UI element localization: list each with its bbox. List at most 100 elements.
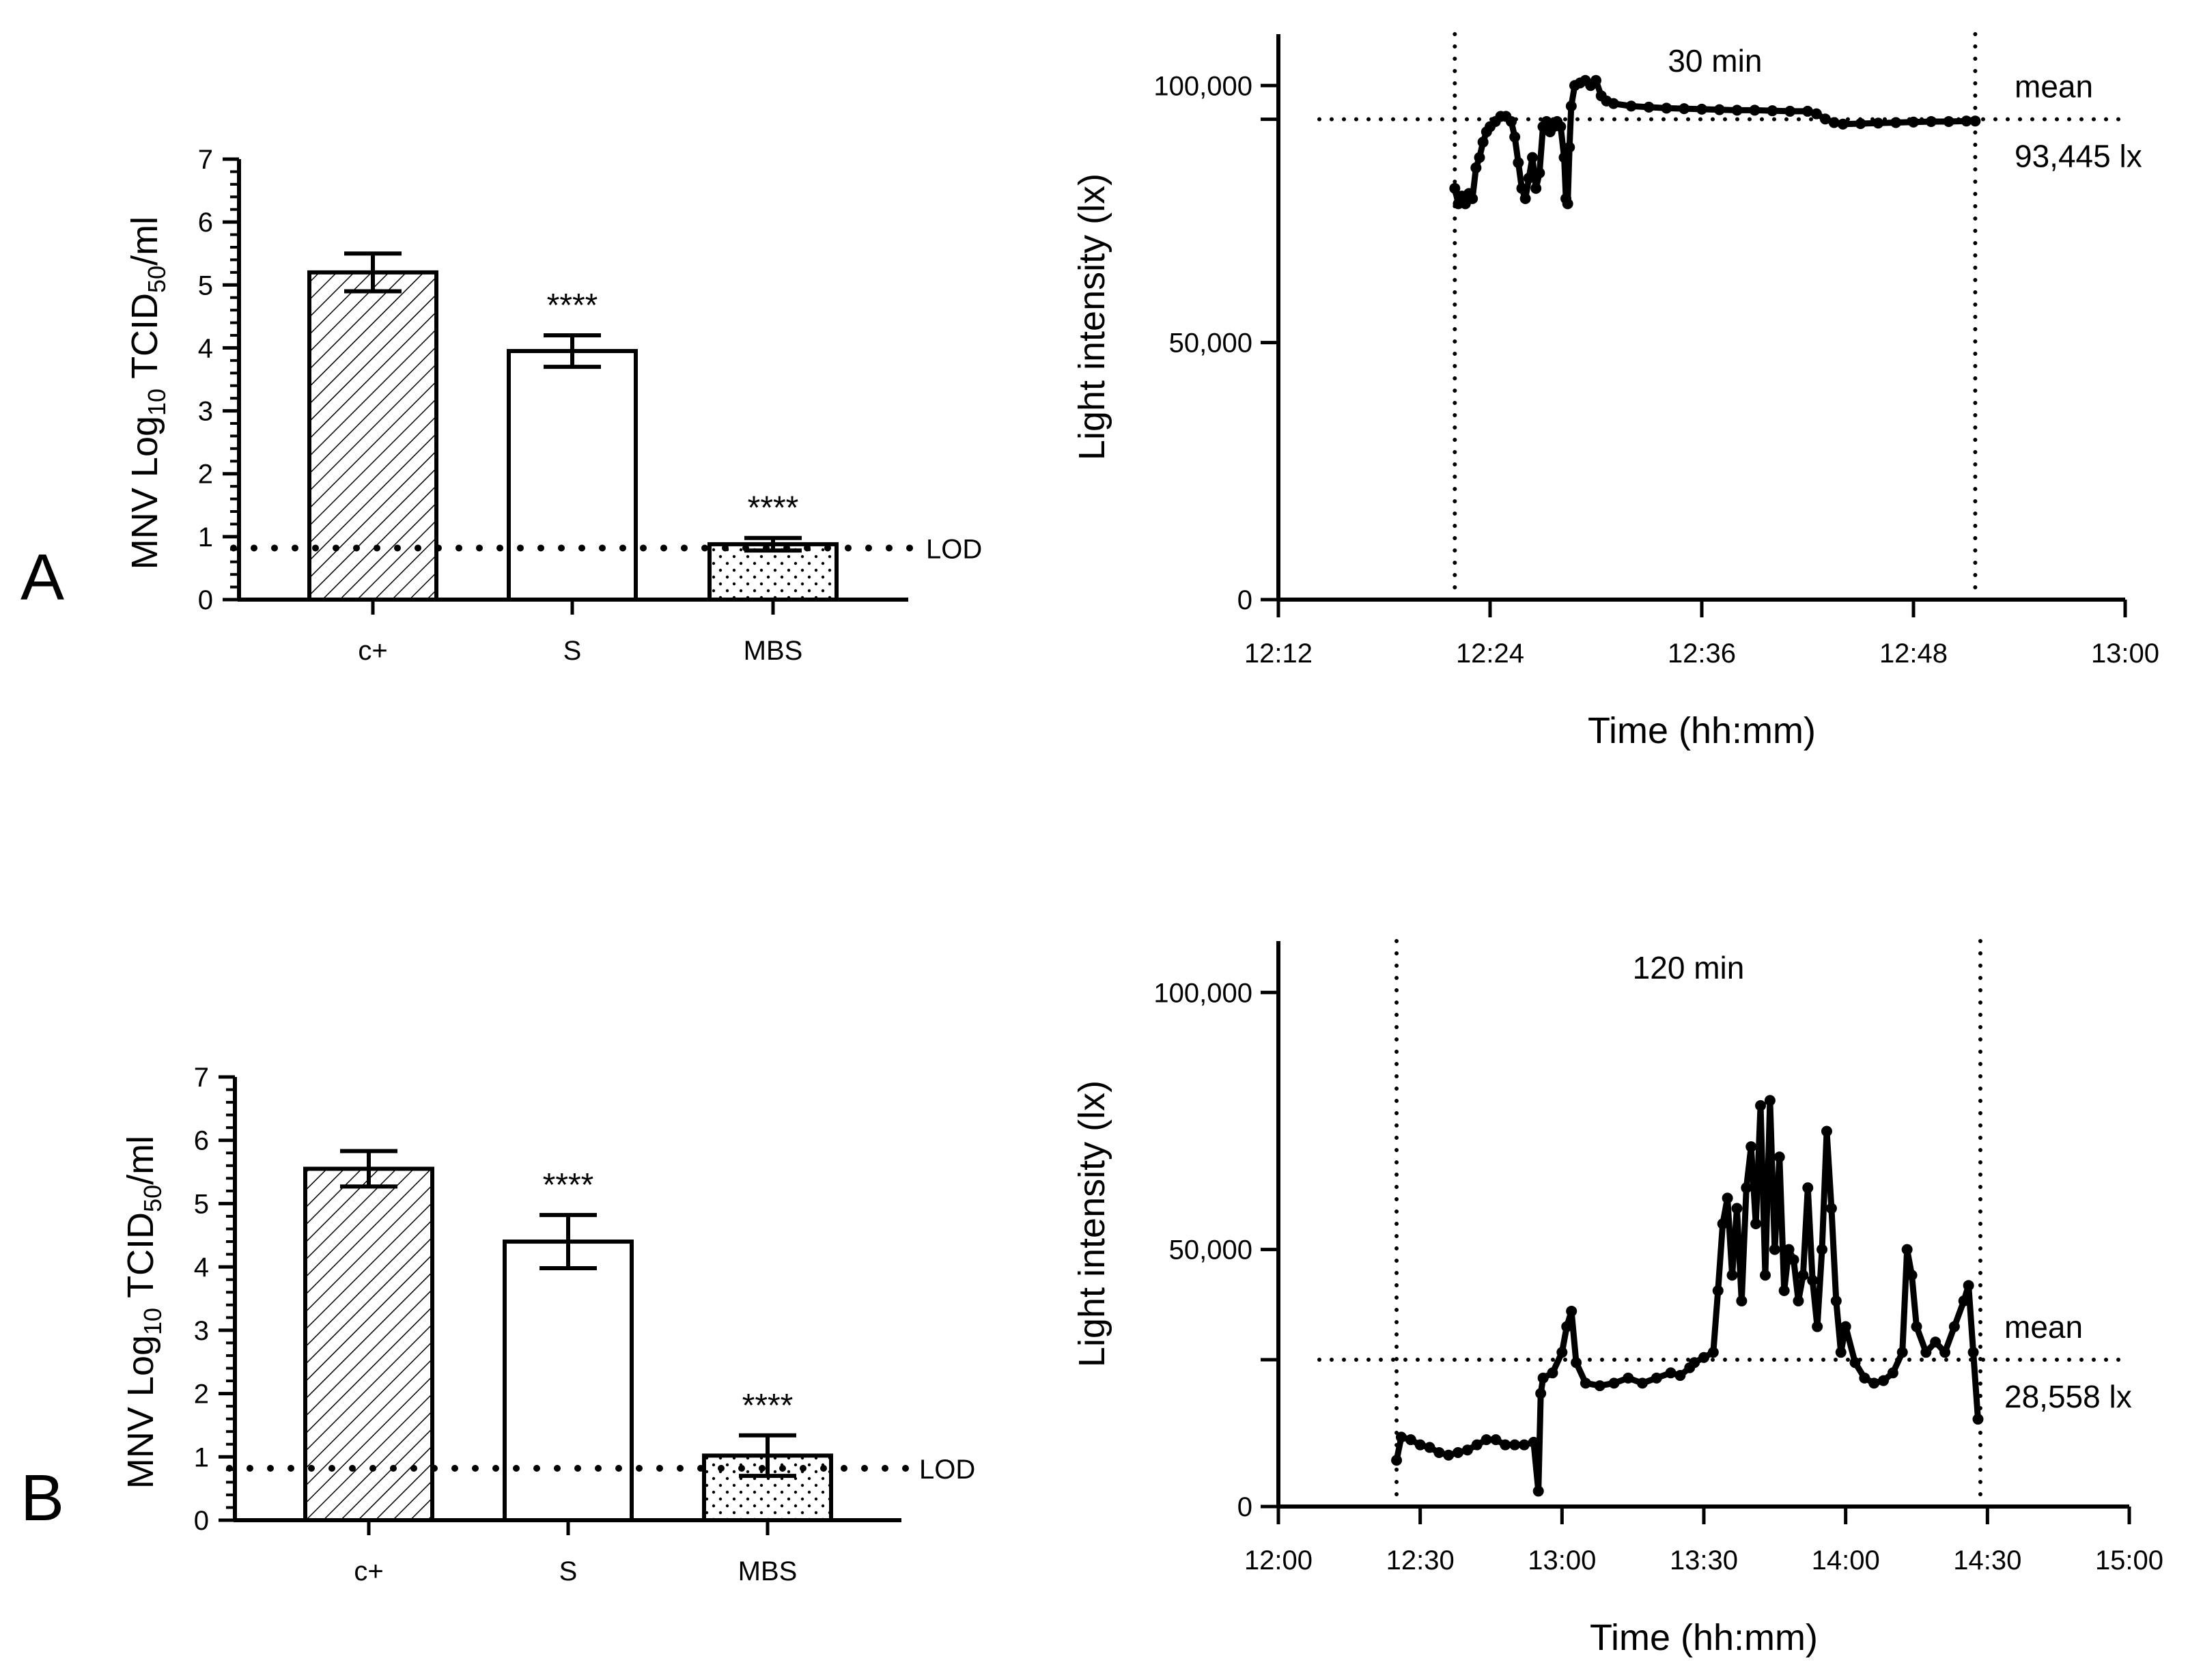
trace-segment: [1738, 1184, 1750, 1304]
window-label: 120 min: [1633, 950, 1745, 985]
x-tick-label: 13:00: [2091, 639, 2159, 669]
y-tick-label: 50,000: [1169, 1235, 1252, 1265]
trace-segment: [1536, 123, 1546, 176]
bar: [303, 1166, 434, 1522]
trace-segment: [1710, 1287, 1722, 1356]
trace-segment: [1814, 1246, 1825, 1330]
x-axis-title: Time (hh:mm): [1590, 1617, 1818, 1658]
x-tick-label: 12:48: [1879, 639, 1948, 669]
trace-segment: [1776, 1153, 1788, 1294]
mean-label: mean: [2015, 69, 2093, 104]
lod-label: LOD: [919, 1455, 975, 1485]
y-axis-title-subscript: 10: [139, 1308, 167, 1335]
x-tick-label: 13:00: [1528, 1545, 1596, 1576]
bar: [503, 1240, 634, 1522]
y-tick-label: 4: [198, 333, 213, 363]
trace-segment: [1715, 1220, 1726, 1294]
mean-value-label: 93,445 lx: [2015, 139, 2142, 174]
y-tick-label: 3: [194, 1316, 209, 1346]
y-axis-title-part: /ml: [120, 1136, 161, 1185]
y-tick-label: 0: [194, 1506, 209, 1536]
x-tick-label: MBS: [744, 636, 803, 666]
bar: [307, 270, 438, 602]
significance-label: ****: [748, 490, 799, 527]
y-axis-title-subscript: 50: [143, 266, 171, 293]
y-tick-label: 100,000: [1153, 978, 1252, 1008]
x-tick-label: 12:36: [1668, 639, 1736, 669]
y-axis-title-part: TCID: [120, 1212, 161, 1308]
trace-segment: [1804, 1184, 1816, 1284]
panel-letter: B: [20, 1461, 64, 1535]
y-tick-label: 0: [198, 585, 213, 615]
y-axis-title-part: /ml: [124, 216, 165, 266]
significance-label: ****: [547, 288, 598, 324]
y-tick-label: 1: [194, 1442, 209, 1472]
y-tick-label: 50,000: [1169, 328, 1252, 359]
trace-segment: [1828, 1205, 1840, 1304]
trace-segment: [1970, 1349, 1981, 1423]
x-tick-label: MBS: [738, 1556, 798, 1586]
x-tick-label: S: [563, 636, 582, 666]
window-label: 30 min: [1668, 43, 1762, 79]
significance-label: ****: [742, 1388, 794, 1424]
y-axis-title-subscript: 10: [143, 389, 171, 416]
trace-segment: [1568, 1308, 1580, 1366]
y-tick-label: 6: [194, 1126, 209, 1156]
y-axis-title: MNV Log10 TCID50/ml: [120, 1136, 167, 1489]
x-tick-label: 12:30: [1386, 1545, 1455, 1576]
bar-chart-b: 0 1 2 3 4 5 6 7 c+ **** S **** MBS LOD MNV Log10 TCID5…: [20, 1063, 975, 1586]
x-tick-label: c+: [358, 636, 387, 666]
y-tick-label: 0: [1237, 585, 1252, 615]
light-chart-a: 0 50,000 100,000 12:12 12:24 12:36 12:48 13:00 3…: [1071, 32, 2159, 751]
y-axis-title-part: TCID: [124, 293, 165, 389]
y-tick-label: 3: [198, 397, 213, 427]
y-tick-label: 2: [194, 1380, 209, 1410]
significance-label: ****: [543, 1167, 594, 1203]
y-tick-label: 5: [198, 270, 213, 300]
mean-label: mean: [2004, 1309, 2083, 1345]
y-tick-label: 0: [1237, 1492, 1252, 1522]
trace-segment: [1965, 1282, 1977, 1356]
y-axis-title: Light intensity (lx): [1071, 1080, 1112, 1367]
bar-chart-a: 0 1 2 3 4 5 6 7 c+ **** S **** MBS LOD MNV Log10 TCID5…: [20, 145, 982, 666]
x-tick-label: 12:12: [1244, 639, 1313, 669]
mean-value-label: 28,558 lx: [2004, 1379, 2132, 1414]
y-tick-label: 1: [198, 522, 213, 552]
y-tick-label: 7: [198, 145, 213, 175]
data-point: [1972, 1414, 1984, 1425]
panel-letter: A: [20, 541, 64, 614]
x-tick-label: 14:30: [1953, 1545, 2021, 1576]
y-axis-title-part: MNV Log: [120, 1335, 161, 1489]
trace-segment: [1909, 1272, 1920, 1330]
y-axis-title: Light intensity (lx): [1071, 173, 1112, 460]
trace-segment: [1565, 144, 1573, 207]
x-tick-label: 15:00: [2095, 1545, 2163, 1576]
trace-segment: [1899, 1246, 1911, 1356]
trace-segment: [1823, 1128, 1835, 1212]
x-tick-label: 13:30: [1670, 1545, 1738, 1576]
data-point: [1969, 115, 1981, 127]
y-axis-title-part: MNV Log: [124, 416, 165, 570]
lod-label: LOD: [926, 534, 982, 564]
x-tick-label: 12:24: [1456, 639, 1524, 669]
y-tick-label: 6: [198, 208, 213, 238]
y-tick-label: 100,000: [1153, 71, 1252, 101]
x-tick-label: 12:00: [1244, 1545, 1313, 1576]
bar: [507, 349, 638, 602]
x-tick-label: S: [559, 1556, 578, 1586]
y-axis-title-subscript: 50: [139, 1185, 167, 1212]
trace-segment: [1781, 1246, 1793, 1294]
x-axis-title: Time (hh:mm): [1588, 710, 1816, 751]
y-tick-label: 7: [194, 1063, 209, 1093]
trace-segment: [1535, 1390, 1544, 1494]
y-axis-title: MNV Log10 TCID50/ml: [124, 216, 171, 570]
y-tick-label: 2: [198, 460, 213, 490]
bar: [707, 542, 839, 602]
trace-segment: [1842, 1324, 1859, 1366]
y-tick-label: 4: [194, 1252, 209, 1283]
x-tick-label: 14:00: [1812, 1545, 1880, 1576]
light-chart-b: 0 50,000 100,000 12:00 12:30 13:00 13:30 14:00 1…: [1071, 939, 2163, 1658]
trace-segment: [1566, 102, 1575, 151]
y-tick-label: 5: [194, 1189, 209, 1219]
